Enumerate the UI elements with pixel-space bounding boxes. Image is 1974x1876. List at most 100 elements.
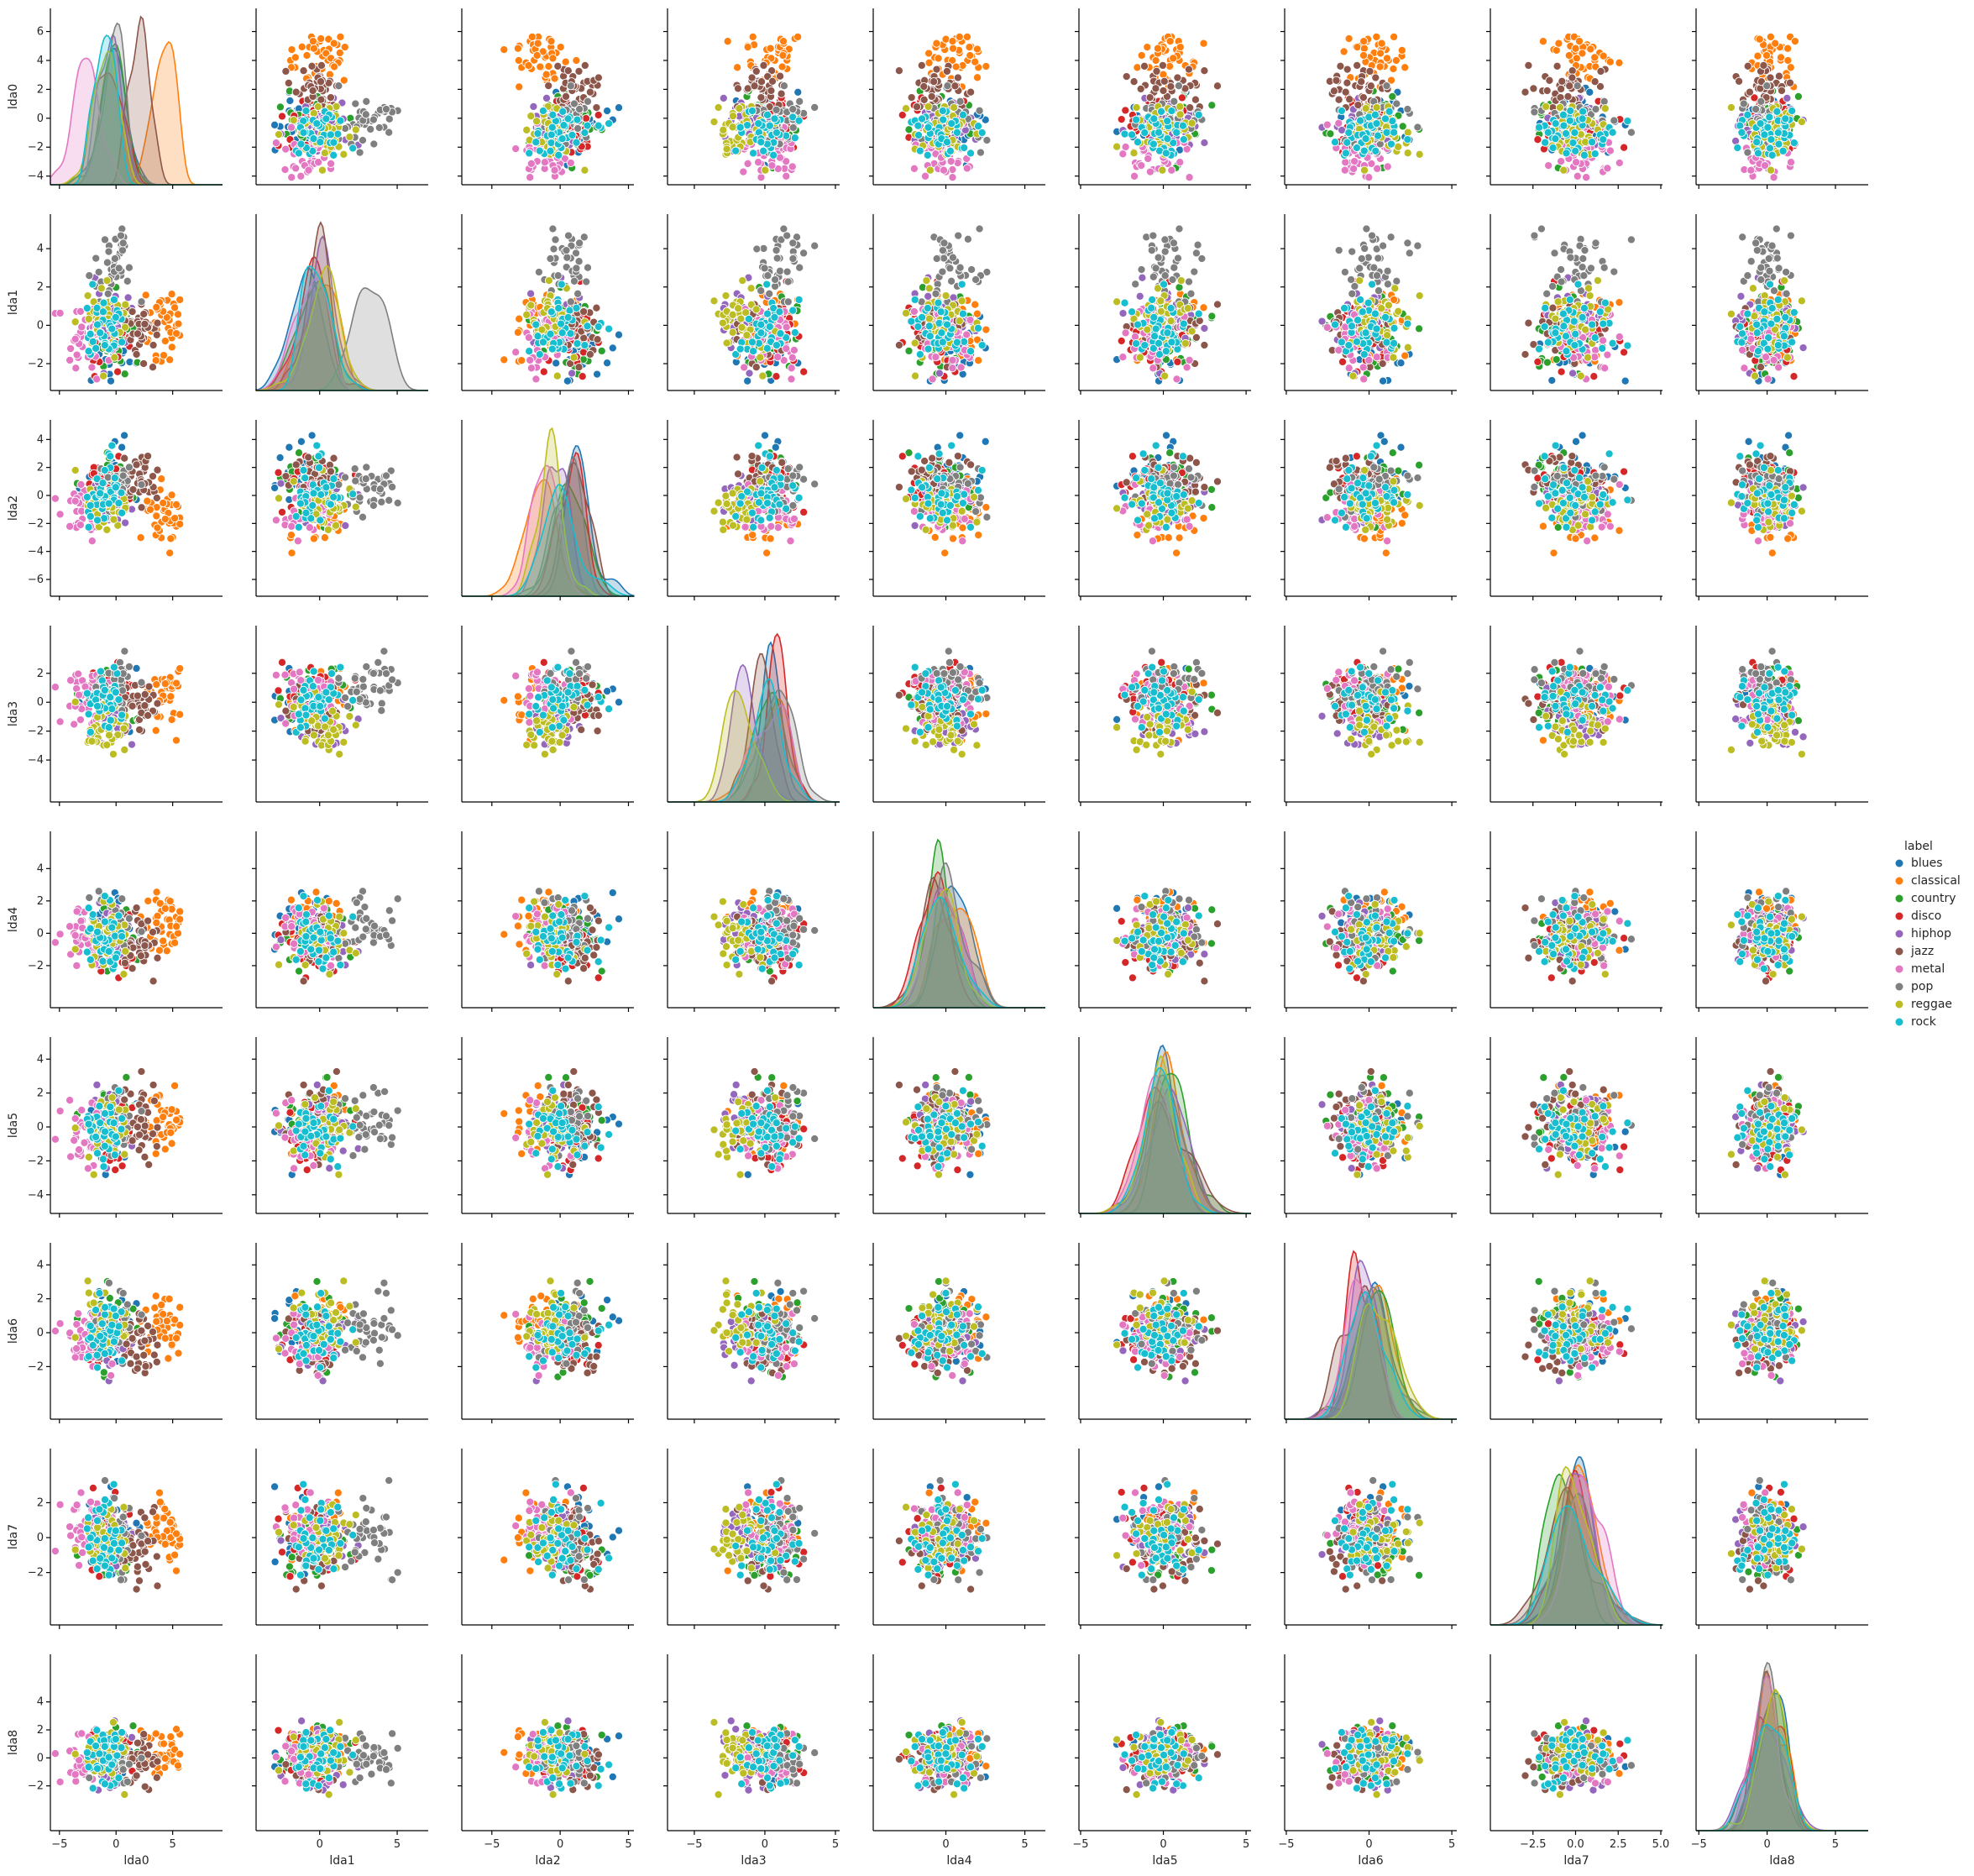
point-classical <box>971 57 980 66</box>
point-reggae <box>925 165 935 175</box>
point-pop <box>553 271 563 280</box>
point-rock <box>1767 150 1777 160</box>
point-rock <box>1163 117 1172 126</box>
point-classical <box>533 39 542 48</box>
point-reggae <box>709 296 719 306</box>
point-pop <box>548 224 558 233</box>
point-pop <box>975 224 984 233</box>
point-pop <box>945 264 955 273</box>
point-reggae <box>924 284 934 293</box>
point-pop <box>114 264 123 273</box>
point-rock <box>118 338 127 347</box>
point-rock <box>572 138 581 147</box>
panel-lda0-vs-lda1 <box>252 8 428 189</box>
point-pop <box>940 238 949 248</box>
point-classical <box>1571 44 1580 53</box>
point-jazz <box>1785 78 1795 87</box>
point-classical <box>336 32 345 41</box>
point-classical <box>513 44 522 53</box>
point-rock <box>547 123 557 132</box>
point-classical <box>962 32 971 41</box>
y-tick-label: 2 <box>37 281 44 294</box>
point-classical <box>297 42 306 51</box>
point-jazz <box>1371 73 1380 82</box>
point-reggae <box>751 305 761 314</box>
point-classical <box>174 319 183 328</box>
point-rock <box>1558 110 1568 119</box>
point-jazz <box>1158 60 1167 70</box>
point-pop <box>931 289 940 298</box>
point-metal <box>286 123 296 132</box>
point-jazz <box>1766 73 1775 82</box>
point-country <box>1388 92 1397 101</box>
point-classical <box>1786 63 1795 72</box>
point-rock <box>1167 106 1176 116</box>
point-metal <box>1383 162 1392 171</box>
point-reggae <box>1403 128 1412 137</box>
point-blues <box>270 120 280 129</box>
point-jazz <box>1735 76 1744 86</box>
point-rock <box>977 341 987 350</box>
point-rock <box>1590 149 1600 159</box>
point-jazz <box>133 329 142 338</box>
point-metal <box>1118 149 1128 159</box>
point-metal <box>956 363 966 372</box>
point-jazz <box>1129 77 1139 86</box>
point-metal <box>531 375 541 384</box>
point-pop <box>975 106 984 115</box>
point-classical <box>514 55 523 66</box>
point-metal <box>1129 171 1139 181</box>
point-metal <box>1573 171 1582 181</box>
point-reggae <box>71 317 80 327</box>
point-metal <box>948 364 957 373</box>
point-rock <box>312 119 322 128</box>
point-classical <box>1359 37 1369 46</box>
point-reggae <box>738 276 747 286</box>
point-pop <box>94 267 103 277</box>
point-reggae <box>1394 142 1403 151</box>
point-classical <box>932 39 941 48</box>
point-jazz <box>1563 92 1573 101</box>
point-classical <box>556 43 565 52</box>
point-blues <box>552 359 561 368</box>
point-reggae <box>84 314 93 323</box>
point-pop <box>795 97 804 106</box>
point-reggae <box>756 353 765 362</box>
point-rock <box>563 312 573 322</box>
point-metal <box>1769 173 1778 182</box>
point-rock <box>82 303 92 313</box>
point-disco <box>581 113 591 123</box>
point-metal <box>1175 158 1185 167</box>
point-classical <box>971 300 980 309</box>
point-rock <box>938 338 947 347</box>
point-classical <box>532 50 542 60</box>
point-reggae <box>910 371 920 380</box>
point-classical <box>317 34 326 44</box>
point-classical <box>1574 37 1584 46</box>
point-metal <box>87 363 97 372</box>
point-jazz <box>553 61 563 71</box>
point-pop <box>1757 97 1766 106</box>
point-rock <box>1341 149 1350 158</box>
point-pop <box>956 263 965 272</box>
point-rock <box>952 338 961 347</box>
point-rock <box>790 328 799 338</box>
point-metal <box>1322 120 1332 129</box>
point-rock <box>554 150 563 160</box>
point-classical <box>948 37 957 46</box>
point-rock <box>1579 107 1588 116</box>
point-reggae <box>1559 165 1568 175</box>
point-rock <box>925 332 935 341</box>
point-classical <box>1389 64 1398 74</box>
point-rock <box>1571 146 1580 155</box>
point-rock <box>580 128 589 138</box>
point-jazz <box>585 87 594 97</box>
point-rock <box>1385 107 1394 116</box>
point-jazz <box>585 349 594 359</box>
point-pop <box>1739 99 1748 108</box>
point-classical <box>1390 32 1399 41</box>
point-classical <box>1153 44 1162 53</box>
point-reggae <box>728 310 737 319</box>
point-rock <box>548 110 558 119</box>
